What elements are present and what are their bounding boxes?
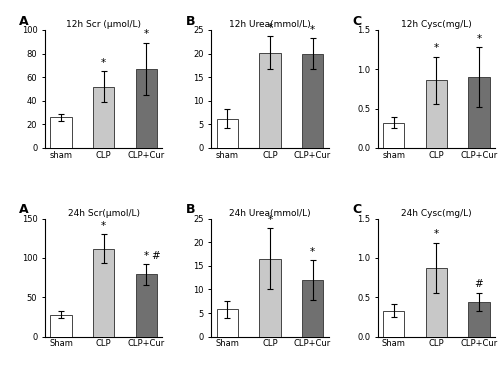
Text: *: * bbox=[101, 58, 106, 68]
Text: *: * bbox=[144, 29, 149, 39]
Title: 24h Scr(μmol/L): 24h Scr(μmol/L) bbox=[68, 209, 140, 218]
Text: *: * bbox=[310, 25, 315, 35]
Text: #: # bbox=[474, 279, 484, 289]
Title: 24h Cysc(mg/L): 24h Cysc(mg/L) bbox=[401, 209, 471, 218]
Bar bbox=[383, 311, 404, 337]
Text: C: C bbox=[352, 203, 361, 216]
Title: 12h Urea(mmol/L): 12h Urea(mmol/L) bbox=[229, 20, 311, 29]
Bar bbox=[93, 249, 114, 337]
Title: 24h Urea(mmol/L): 24h Urea(mmol/L) bbox=[229, 209, 311, 218]
Bar bbox=[468, 302, 489, 337]
Bar bbox=[383, 123, 404, 148]
Bar bbox=[260, 259, 280, 337]
Bar bbox=[302, 280, 324, 337]
Bar bbox=[260, 53, 280, 148]
Text: C: C bbox=[352, 15, 361, 28]
Text: *: * bbox=[434, 43, 439, 53]
Title: 12h Cysc(mg/L): 12h Cysc(mg/L) bbox=[401, 20, 472, 29]
Title: 12h Scr (μmol/L): 12h Scr (μmol/L) bbox=[66, 20, 141, 29]
Bar bbox=[50, 117, 71, 148]
Text: *: * bbox=[268, 22, 272, 33]
Text: A: A bbox=[19, 203, 29, 216]
Bar bbox=[50, 315, 71, 337]
Bar bbox=[216, 309, 238, 337]
Text: *: * bbox=[310, 246, 315, 257]
Text: B: B bbox=[186, 203, 195, 216]
Bar bbox=[136, 275, 157, 337]
Bar bbox=[302, 53, 324, 148]
Text: B: B bbox=[186, 15, 195, 28]
Bar bbox=[136, 69, 157, 148]
Bar bbox=[468, 77, 489, 148]
Bar bbox=[426, 80, 447, 148]
Text: *: * bbox=[434, 230, 439, 239]
Text: A: A bbox=[19, 15, 29, 28]
Text: *: * bbox=[268, 215, 272, 224]
Text: *: * bbox=[476, 34, 482, 44]
Bar bbox=[426, 268, 447, 337]
Text: #: # bbox=[151, 251, 160, 261]
Text: *: * bbox=[101, 221, 106, 231]
Text: *: * bbox=[144, 251, 149, 261]
Bar bbox=[93, 86, 114, 148]
Bar bbox=[216, 119, 238, 148]
